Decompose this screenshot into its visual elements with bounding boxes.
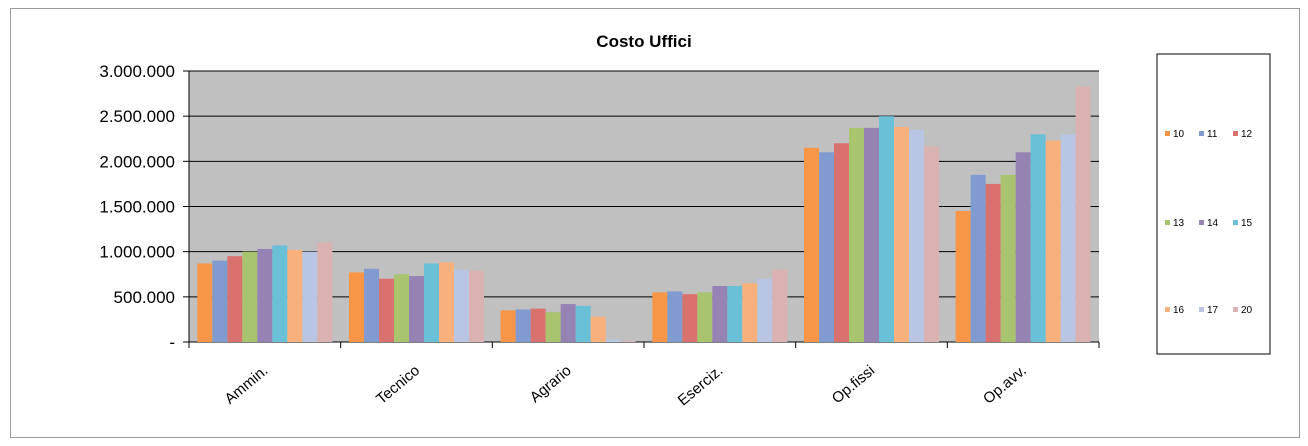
bar-13-2 (394, 274, 409, 342)
bar-20-3 (620, 341, 636, 342)
y-tick-label: 2.000.000 (99, 152, 175, 171)
x-tick-label: Op.fissi (829, 362, 878, 407)
bar-16-4 (742, 283, 758, 342)
bar-17-1 (302, 251, 318, 342)
bar-10-1 (197, 263, 213, 342)
bar-15-6 (1030, 134, 1046, 342)
legend-label-16: 16 (1173, 305, 1185, 316)
bar-13-3 (545, 312, 561, 342)
y-tick-label: 500.000 (114, 288, 175, 307)
legend-swatch-12 (1233, 131, 1238, 136)
chart-frame: Costo Uffici - 500.000 1.000.000 1.500.000 2… (10, 8, 1300, 438)
bar-14-5 (864, 127, 879, 342)
bar-12-2 (379, 278, 394, 342)
bar-11-6 (970, 174, 986, 342)
legend-box (1156, 53, 1271, 355)
legend-label-12: 12 (1241, 129, 1253, 140)
bar-20-5 (924, 146, 939, 342)
x-tick-label: Agrario (527, 362, 575, 406)
bar-17-4 (757, 278, 773, 342)
legend-label-20: 20 (1241, 305, 1253, 316)
legend-swatch-14 (1199, 220, 1204, 225)
bar-10-2 (349, 272, 364, 342)
bar-17-2 (454, 269, 469, 342)
bar-13-1 (242, 251, 258, 342)
y-tick-label: 2.500.000 (99, 107, 175, 126)
bar-15-3 (575, 305, 591, 342)
bar-11-2 (364, 268, 379, 342)
bar-11-5 (819, 152, 834, 342)
bar-20-6 (1075, 86, 1091, 343)
bar-20-2 (469, 270, 484, 342)
bar-13-6 (1000, 174, 1016, 342)
bar-16-5 (894, 127, 909, 342)
y-tick-label: 1.000.000 (99, 243, 175, 262)
legend-swatch-15 (1233, 220, 1238, 225)
bar-16-3 (590, 316, 606, 342)
bar-17-3 (605, 339, 621, 342)
bar-17-5 (909, 129, 924, 342)
bar-10-5 (804, 147, 819, 342)
x-tick-label: Ammin. (222, 362, 272, 408)
legend-label-14: 14 (1207, 218, 1219, 229)
y-tick-label: - (169, 333, 175, 352)
bar-14-1 (257, 248, 273, 342)
legend-label-10: 10 (1173, 129, 1185, 140)
legend-swatch-20 (1233, 307, 1238, 312)
chart-title: Costo Uffici (596, 32, 691, 51)
y-tick-label: 1.500.000 (99, 198, 175, 217)
bar-12-5 (834, 143, 849, 342)
bar-11-4 (667, 291, 683, 342)
legend-swatch-17 (1199, 307, 1204, 312)
bar-20-1 (317, 242, 333, 342)
bar-15-4 (727, 285, 743, 342)
y-tick-label: 3.000.000 (99, 62, 175, 81)
bar-20-4 (772, 269, 788, 342)
legend-swatch-11 (1199, 131, 1204, 136)
bar-11-1 (212, 260, 228, 342)
legend-label-11: 11 (1207, 129, 1218, 140)
bar-11-3 (515, 309, 531, 342)
bar-12-6 (985, 183, 1001, 342)
bar-15-5 (879, 116, 894, 343)
bar-10-6 (955, 211, 971, 342)
bar-14-2 (409, 276, 424, 342)
legend-swatch-13 (1165, 220, 1170, 225)
bar-10-3 (500, 310, 516, 342)
chart: Costo Uffici - 500.000 1.000.000 1.500.000 2… (99, 32, 1271, 409)
bar-17-6 (1060, 134, 1076, 342)
legend-swatch-10 (1165, 131, 1170, 136)
bar-10-4 (652, 292, 668, 342)
legend-label-17: 17 (1207, 305, 1219, 316)
x-tick-label: Tecnico (373, 362, 423, 408)
bar-14-4 (712, 285, 728, 342)
x-tick-label: Op.avv. (980, 362, 1030, 408)
bar-12-4 (682, 294, 698, 342)
bar-12-1 (227, 256, 243, 342)
bar-16-6 (1045, 140, 1061, 342)
bar-15-1 (272, 245, 288, 342)
bar-15-2 (424, 263, 439, 342)
bar-16-2 (439, 262, 454, 342)
bar-12-3 (530, 308, 546, 342)
bar-13-4 (697, 292, 713, 342)
plot-area: - 500.000 1.000.000 1.500.000 2.000.000 2.500… (99, 62, 1100, 409)
bar-13-5 (849, 127, 864, 342)
bar-14-3 (560, 304, 576, 342)
bar-16-1 (287, 249, 303, 342)
legend-swatch-16 (1165, 307, 1170, 312)
legend-label-13: 13 (1173, 218, 1185, 229)
bar-14-6 (1015, 152, 1031, 342)
legend: 10 11 12 13 14 15 16 17 20 (1156, 53, 1271, 355)
x-tick-label: Eserciz. (675, 362, 727, 409)
legend-label-15: 15 (1241, 218, 1253, 229)
